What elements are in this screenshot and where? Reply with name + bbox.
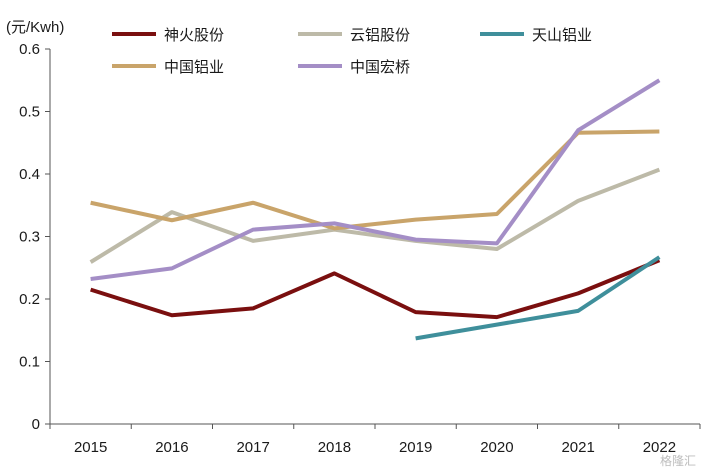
watermark-text: 格隆汇 bbox=[660, 453, 696, 468]
x-tick-label: 2019 bbox=[399, 439, 432, 456]
y-tick-label: 0.3 bbox=[19, 229, 40, 246]
series-lines bbox=[89, 78, 661, 341]
y-tick-label: 0 bbox=[32, 416, 40, 433]
y-tick-label: 0.2 bbox=[19, 291, 40, 308]
y-tick-label: 0.1 bbox=[19, 354, 40, 371]
x-tick-label: 2016 bbox=[155, 439, 188, 456]
series-line-1 bbox=[90, 258, 661, 320]
legend-label: 中国宏桥 bbox=[350, 59, 410, 76]
legend-label: 中国铝业 bbox=[164, 59, 224, 76]
x-tick-label: 2017 bbox=[236, 439, 269, 456]
y-tick-label: 0.5 bbox=[19, 104, 40, 121]
y-tick-label: 0.4 bbox=[19, 166, 40, 183]
x-tick-label: 2020 bbox=[480, 439, 513, 456]
y-tick-label: 0.6 bbox=[19, 41, 40, 58]
series-line-5 bbox=[90, 78, 661, 281]
series-line-3 bbox=[415, 255, 661, 341]
legend-label: 神火股份 bbox=[164, 27, 224, 44]
x-tick-label: 2015 bbox=[74, 439, 107, 456]
x-tick-label: 2021 bbox=[561, 439, 594, 456]
y-axis-unit-label: (元/Kwh) bbox=[6, 19, 64, 36]
x-tick-label: 2022 bbox=[643, 439, 676, 456]
x-tick-label: 2018 bbox=[318, 439, 351, 456]
axes: 0 0.1 0.2 0.3 0.4 0.5 0.6 2015 2016 2017 2018 2019 2… bbox=[19, 41, 701, 456]
legend-label: 天山铝业 bbox=[532, 27, 592, 44]
series-line-2 bbox=[89, 167, 661, 264]
legend-label: 云铝股份 bbox=[350, 27, 410, 44]
